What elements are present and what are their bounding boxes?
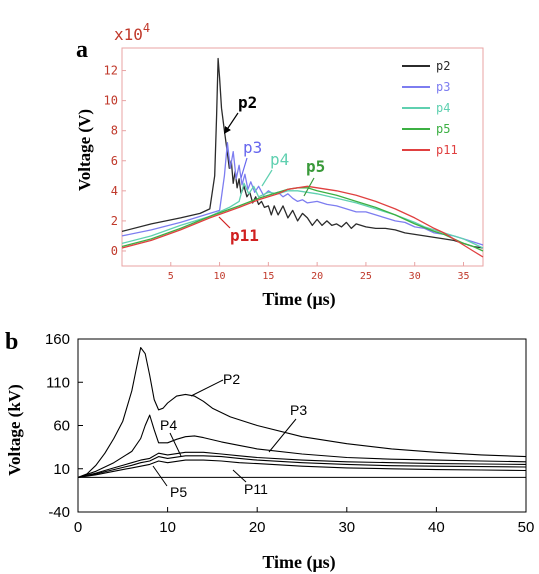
panel-b-y-tick-label: 110 [46,374,70,391]
annotation-P2-arrow [190,379,224,397]
panel-a-x-tick-label: 25 [360,271,372,282]
panel-b-y-tick-label: 160 [45,331,70,348]
legend-label-p11: p11 [436,143,458,157]
annotation-p3: p3 [243,138,262,157]
panel-a-x-tick-label: 35 [457,271,469,282]
panel-a-y-tick-label: 6 [111,154,118,168]
panel-b-y-tick-label: -40 [48,504,70,521]
series-line-P3 [77,414,527,478]
panel-b-x-axis-label: Time (μs) [262,552,335,573]
panel-a-x-tick-label: 30 [409,271,421,282]
panel-b-x-tick-label: 0 [74,519,82,536]
panel-a-y-tick-label: 10 [104,94,118,108]
panel-b-x-tick-label: 20 [249,519,266,536]
legend-label-p3: p3 [436,80,450,94]
annotation-P2: P2 [223,371,240,387]
panel-a-chart: a x104 Voltage (V) Time (μs) 5 10 15 20 25 30… [75,21,484,310]
y-multiplier-base: x10 [114,25,143,44]
annotation-p3-arrow [240,157,248,179]
panel-a-x-tick-label: 10 [214,271,226,282]
annotation-p4-arrow [261,169,273,187]
panel-a-annotations: p2 p3 p4 p5 p11 [218,93,325,245]
series-line-P2 [77,347,527,478]
legend-label-p2: p2 [436,59,450,73]
series-line-P4 [77,451,527,478]
panel-a-y-tick-label: 8 [111,124,118,138]
panel-b-x-tick-label: 40 [428,519,445,536]
panel-b-chart: b Voltage (kV) Time (μs) 0 10 20 30 40 50 -40 1… [5,329,534,573]
panel-a-y-tick-label: 0 [111,244,118,258]
y-multiplier: x104 [114,21,150,44]
series-line-p5 [121,187,484,252]
legend: p2 p3 p4 p5 p11 [402,59,458,157]
annotation-p11-arrow [218,216,231,229]
annotation-p2-arrow [224,112,239,134]
panel-b-series [77,347,527,478]
panel-a-y-axis-label: Voltage (V) [75,109,94,191]
y-multiplier-exponent: 4 [143,21,150,35]
series-line-P11 [77,459,527,478]
annotation-p2: p2 [238,93,257,112]
panel-a-y-tick-label: 2 [111,214,118,228]
panel-b-x-tick-label: 10 [159,519,176,536]
panel-a-x-tick-label: 5 [168,271,174,282]
series-line-p11 [121,185,484,258]
annotation-P5-arrow [152,465,168,487]
panel-b-ticks: 0 10 20 30 40 50 -40 10 60 110 160 [45,331,534,536]
panel-a-plot-frame [121,47,484,267]
annotation-P3-arrow [268,418,297,453]
panel-a-x-axis-label: Time (μs) [262,289,335,310]
annotation-P5: P5 [170,484,187,500]
panel-b-y-tick-label: 60 [53,418,70,435]
series-line-p2 [121,57,484,249]
annotation-p5-arrow [303,177,315,197]
panel-a-x-tick-label: 15 [262,271,274,282]
series-line-p3 [121,142,484,246]
panel-b-annotations: P2 P3 P4 P5 P11 [152,371,307,500]
panel-b-label: b [5,329,18,355]
legend-label-p4: p4 [436,101,450,115]
panel-b-y-axis-label: Voltage (kV) [5,384,24,475]
panel-a-label: a [76,37,88,63]
series-line-P5 [77,455,527,478]
panel-a-series [121,57,484,258]
legend-label-p5: p5 [436,122,450,136]
annotation-P3: P3 [290,402,307,418]
panel-b-x-tick-label: 30 [338,519,355,536]
panel-a-x-tick-label: 20 [311,271,323,282]
annotation-P11: P11 [244,481,268,497]
annotation-P11-arrow [232,469,247,483]
panel-a-ticks: 5 10 15 20 25 30 35 0 2 4 6 8 10 12 [104,64,470,282]
panel-a-y-tick-label: 4 [111,184,118,198]
annotation-P4: P4 [160,417,177,433]
annotation-p4: p4 [270,150,289,169]
panel-b-y-tick-label: 10 [53,461,70,478]
series-line-p4 [121,182,484,249]
annotation-p11: p11 [230,226,259,245]
panel-a-y-tick-label: 12 [104,64,118,78]
annotation-p5: p5 [306,157,325,176]
panel-b-x-tick-label: 50 [518,519,535,536]
annotation-P4-arrow [169,432,182,457]
